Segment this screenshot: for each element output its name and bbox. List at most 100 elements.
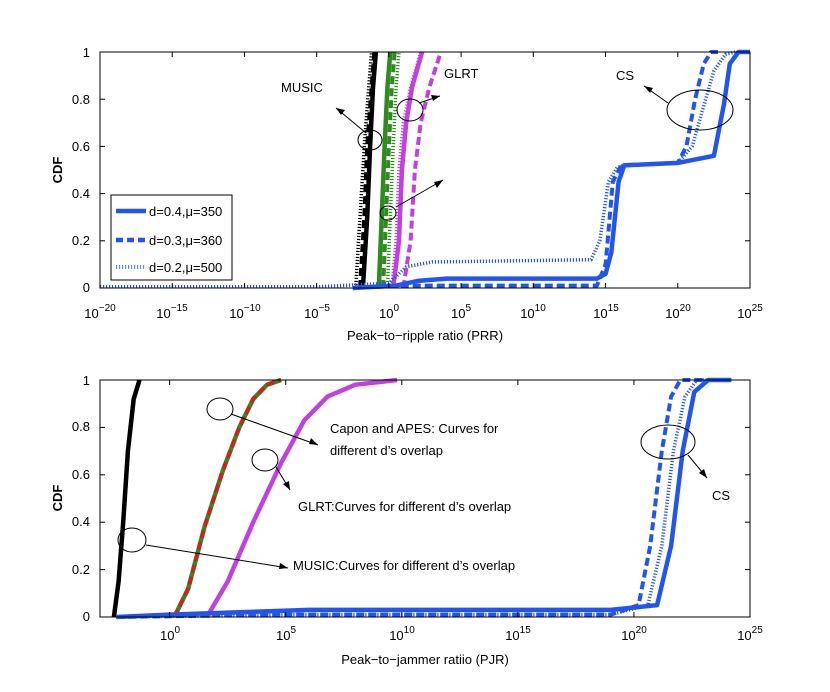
top-xlabel: Peak−to−ripple ratio (PRR) [347,328,503,343]
glrt-arrowhead [431,95,440,101]
legend-label: d=0.4,μ=350 [149,204,222,219]
series-line [172,378,282,618]
bottom-xtick-label: 1025 [737,625,763,643]
top-xtick-label: 1025 [737,303,763,321]
bottom-ytick-label: 1 [83,373,90,388]
top-xtick-labels: 10−20 10−15 10−10 10−5 100 105 1010 1015… [84,303,763,321]
music-ellipse [117,527,147,553]
series-line [390,51,425,289]
series-line [111,379,142,618]
tick-base: 10 [84,306,98,321]
tick-exponent: 5 [290,625,296,636]
legend-label: d=0.3,μ=360 [149,233,222,248]
top-xtick-label: 1010 [520,303,546,321]
tick-exponent: 25 [752,625,764,636]
bottom-plot-area [100,380,750,617]
glrt-arrowhead [283,481,290,490]
top-xtick-label: 1020 [665,303,691,321]
top-xtick-label: 10−5 [304,303,330,321]
top-ticks-group [99,51,751,289]
tick-base: 10 [156,306,170,321]
music-arrow [145,544,289,569]
annotation-glrt: GLRT [444,66,478,81]
bottom-xtick-label: 100 [160,625,180,643]
annotation-glrt: GLRT:Curves for different d’s overlap [298,499,511,514]
annotation-cs: CS [616,68,634,83]
tick-base: 10 [451,306,465,321]
series-line [360,51,379,289]
tick-exponent: 10 [404,625,416,636]
tick-exponent: 15 [520,625,532,636]
bottom-ticks-group [100,379,751,618]
top-xtick-label: 1015 [593,303,619,321]
bottom-xlabel: Peak−to−jammer ratiio (PJR) [341,652,509,667]
tick-base: 10 [737,306,751,321]
top-ytick-label: 1 [83,45,90,60]
bottom-xtick-label: 1020 [621,625,647,643]
cs-ellipse [640,424,696,460]
annotation-capon-line1: Capon and APES: Curves for [330,421,499,436]
series-line [401,51,443,289]
bottom-series-group [111,377,732,620]
capon-arrowhead [309,438,318,445]
top-xtick-label: 100 [379,303,399,321]
bottom-ytick-label: 0.4 [72,514,90,529]
music-arrowhead [279,563,288,569]
annotation-music: MUSIC:Curves for different d’s overlap [293,558,515,573]
tick-exponent: 0 [393,303,399,314]
top-ytick-label: 0.6 [72,139,90,154]
glrt-ellipse [251,448,279,472]
tick-exponent: 20 [680,303,692,314]
tick-exponent: 0 [174,625,180,636]
series-line [385,51,401,289]
tick-base: 10 [621,628,635,643]
tick-base: 10 [737,628,751,643]
top-ytick-label: 0.8 [72,92,90,107]
bottom-ytick-label: 0.8 [72,419,90,434]
bottom-xtick-label: 1010 [389,625,415,643]
bottom-xtick-label: 1015 [505,625,531,643]
bottom-xtick-label: 105 [276,625,296,643]
annotation-cs: CS [712,488,730,503]
top-ytick-label: 0 [83,280,90,295]
legend-label: d=0.2,μ=500 [149,260,222,275]
series-line [390,51,423,289]
capon-ellipse [379,205,397,221]
capon-arrow [395,179,444,208]
capon-ellipse [206,397,234,421]
music-ellipse [357,129,383,151]
bottom-ytick-label: 0.2 [72,562,90,577]
tick-exponent: −15 [171,303,188,314]
top-ytick-label: 0.2 [72,233,90,248]
tick-base: 10 [276,628,290,643]
tick-exponent: −5 [319,303,331,314]
cs-arrowhead [699,469,707,478]
series-line [376,51,393,289]
bottom-xtick-labels: 100 105 1010 1015 1020 1025 [160,625,763,643]
cs-ellipse [666,89,734,131]
music-arrowhead [336,108,345,115]
bottom-axes-frame [99,379,751,618]
bottom-ylabel: CDF [50,485,65,512]
tick-base: 10 [505,628,519,643]
top-xtick-label: 10−15 [156,303,188,321]
top-xtick-label: 10−10 [229,303,261,321]
series-line [353,51,374,289]
tick-exponent: 25 [752,303,764,314]
bottom-ytick-label: 0 [83,609,90,624]
tick-exponent: 20 [636,625,648,636]
tick-base: 10 [389,628,403,643]
capon-arrow [230,413,319,446]
tick-base: 10 [665,306,679,321]
series-line [352,49,750,291]
series-line [204,377,398,619]
tick-exponent: 5 [465,303,471,314]
panel-top: 0 0.2 0.4 0.6 0.8 1 10−20 10−15 10−10 10… [50,45,763,343]
tick-base: 10 [304,306,318,321]
cs-arrowhead [644,86,653,93]
top-axes-frame [99,51,751,289]
tick-base: 10 [229,306,243,321]
tick-exponent: −10 [244,303,261,314]
top-legend: d=0.4,μ=350 d=0.3,μ=360 d=0.2,μ=500 [110,194,233,281]
series-line [116,378,704,619]
